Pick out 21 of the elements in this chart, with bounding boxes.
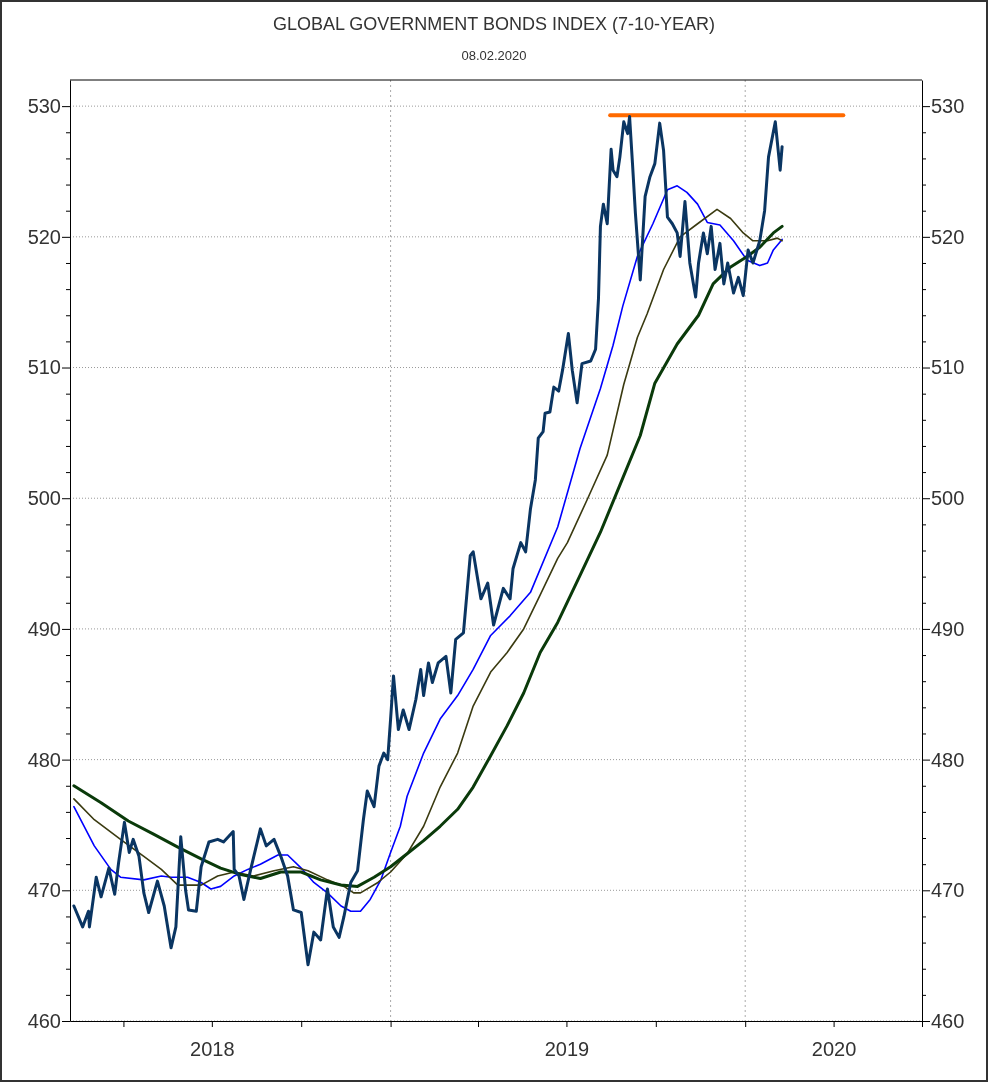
y2-tick-label: 460 bbox=[931, 1009, 965, 1032]
y2-tick-label: 470 bbox=[931, 879, 965, 902]
y2-tick-label: 510 bbox=[931, 356, 965, 379]
y-tick-label: 500 bbox=[27, 487, 61, 510]
y-tick-label: 490 bbox=[27, 617, 61, 640]
y-tick-label: 520 bbox=[27, 225, 61, 248]
y2-tick-label: 480 bbox=[931, 748, 965, 771]
y2-tick-label: 520 bbox=[931, 225, 965, 248]
x-tick-label: 2018 bbox=[190, 1038, 235, 1060]
x-tick-label: 2019 bbox=[544, 1038, 590, 1060]
y2-tick-label: 530 bbox=[931, 95, 965, 118]
x-tick-label: 2020 bbox=[811, 1038, 857, 1060]
chart-subtitle: 08.02.2020 bbox=[461, 48, 527, 63]
y-tick-label: 480 bbox=[27, 748, 61, 771]
chart-title: GLOBAL GOVERNMENT BONDS INDEX (7-10-YEAR) bbox=[272, 14, 716, 34]
y2-tick-label: 500 bbox=[931, 487, 965, 510]
y-tick-label: 460 bbox=[27, 1009, 61, 1032]
y-tick-label: 510 bbox=[27, 356, 61, 379]
y2-tick-label: 490 bbox=[931, 617, 965, 640]
y-tick-label: 470 bbox=[27, 879, 61, 902]
y-tick-label: 530 bbox=[27, 95, 61, 118]
